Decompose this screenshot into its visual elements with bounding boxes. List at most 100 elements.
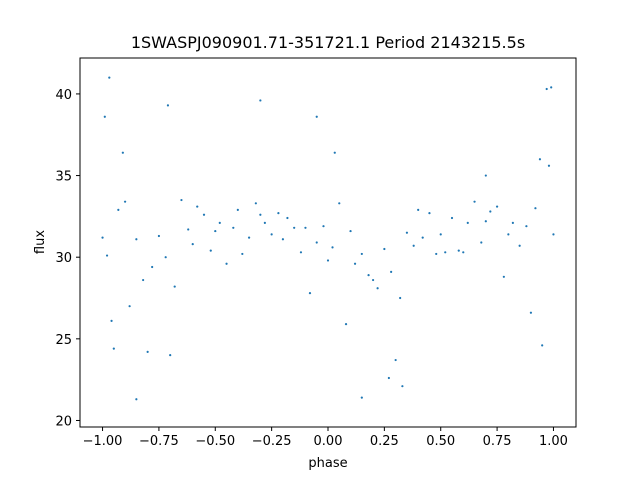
data-point xyxy=(286,216,289,220)
x-axis-label: phase xyxy=(308,456,347,471)
data-point xyxy=(135,238,138,241)
data-point xyxy=(187,228,190,231)
data-point xyxy=(259,213,262,216)
data-point xyxy=(390,270,393,273)
data-point xyxy=(164,256,167,259)
data-point xyxy=(180,198,183,202)
data-point xyxy=(110,319,113,322)
data-point xyxy=(123,200,127,203)
data-point xyxy=(191,243,194,246)
y-tick-label: 30 xyxy=(55,251,72,266)
y-tick-label: 20 xyxy=(55,414,72,429)
data-point xyxy=(263,221,266,225)
data-point xyxy=(299,251,303,254)
data-point xyxy=(236,208,239,211)
data-point xyxy=(450,216,454,220)
data-point xyxy=(412,244,415,247)
x-tick-label: −0.50 xyxy=(195,434,235,449)
data-point xyxy=(315,115,318,118)
data-point xyxy=(495,205,499,208)
y-tick-label: 25 xyxy=(55,333,72,348)
data-point xyxy=(534,207,537,210)
data-point xyxy=(439,233,442,236)
y-axis-label: flux xyxy=(33,230,48,254)
data-point xyxy=(484,174,487,177)
data-point xyxy=(146,350,149,353)
data-point xyxy=(322,225,325,228)
data-point xyxy=(383,247,386,251)
data-point xyxy=(169,354,172,357)
data-point xyxy=(196,205,199,208)
data-point xyxy=(376,287,379,290)
x-tick-label: 0.00 xyxy=(314,434,343,449)
data-point xyxy=(117,208,120,211)
data-point xyxy=(399,296,402,300)
x-tick-label: 0.75 xyxy=(483,434,512,449)
data-point xyxy=(541,344,544,347)
data-point xyxy=(247,236,251,239)
data-point xyxy=(367,274,370,277)
data-point xyxy=(360,396,363,399)
data-point xyxy=(552,233,555,236)
data-point xyxy=(529,311,533,314)
y-axis: 20 25 30 35 40 xyxy=(55,88,80,429)
data-point xyxy=(550,86,553,89)
data-point xyxy=(315,241,318,244)
data-point xyxy=(545,87,548,91)
data-point xyxy=(108,76,111,79)
data-point xyxy=(444,251,447,254)
data-point xyxy=(209,249,212,252)
data-point xyxy=(241,252,244,256)
data-point xyxy=(421,236,424,239)
data-point xyxy=(270,233,273,236)
data-point xyxy=(338,202,341,205)
x-tick-label: −0.25 xyxy=(252,434,292,449)
data-point xyxy=(333,151,336,154)
data-points xyxy=(101,76,555,401)
data-point xyxy=(225,262,228,265)
x-tick-label: 1.00 xyxy=(539,434,568,449)
x-tick-label: 0.50 xyxy=(426,434,455,449)
data-point xyxy=(326,259,330,262)
data-point xyxy=(101,236,104,239)
data-point xyxy=(112,347,115,350)
data-point xyxy=(466,221,469,225)
x-tick-label: −1.00 xyxy=(83,434,123,449)
x-tick-label: −0.75 xyxy=(139,434,179,449)
data-point xyxy=(473,200,476,203)
data-point xyxy=(417,208,420,211)
x-tick-label: 0.25 xyxy=(370,434,399,449)
data-point xyxy=(484,220,487,223)
data-point xyxy=(360,252,363,256)
data-point xyxy=(457,249,460,252)
data-point xyxy=(371,278,375,282)
data-point xyxy=(121,151,124,154)
data-point xyxy=(135,398,138,401)
data-point xyxy=(157,234,161,238)
y-tick-label: 40 xyxy=(55,88,72,103)
data-point xyxy=(405,231,409,234)
data-point xyxy=(547,164,551,167)
data-point xyxy=(293,226,296,229)
data-point xyxy=(538,158,542,161)
data-point xyxy=(331,246,334,249)
data-point xyxy=(202,213,206,216)
data-point xyxy=(489,210,492,213)
data-point xyxy=(507,233,510,236)
data-point xyxy=(349,229,352,233)
data-point xyxy=(428,212,431,215)
y-tick-label: 35 xyxy=(55,170,72,185)
data-point xyxy=(151,265,154,269)
data-point xyxy=(344,323,348,326)
data-point xyxy=(518,244,521,247)
data-point xyxy=(401,385,404,388)
data-point xyxy=(259,99,262,102)
data-point xyxy=(353,262,357,265)
data-point xyxy=(128,305,131,308)
data-point xyxy=(214,229,217,233)
data-point xyxy=(511,221,514,225)
data-point xyxy=(173,285,176,288)
data-point xyxy=(105,254,109,257)
